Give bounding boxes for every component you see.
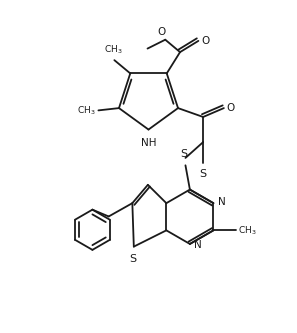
Text: N: N [194, 239, 202, 249]
Text: O: O [227, 103, 235, 113]
Text: N: N [218, 197, 226, 207]
Text: S: S [200, 169, 207, 179]
Text: S: S [180, 150, 187, 160]
Text: S: S [129, 254, 136, 264]
Text: CH$_3$: CH$_3$ [77, 104, 95, 117]
Text: O: O [157, 27, 165, 37]
Text: CH$_3$: CH$_3$ [238, 224, 257, 237]
Text: O: O [201, 36, 210, 46]
Text: NH: NH [141, 138, 156, 148]
Text: CH$_3$: CH$_3$ [104, 43, 122, 56]
